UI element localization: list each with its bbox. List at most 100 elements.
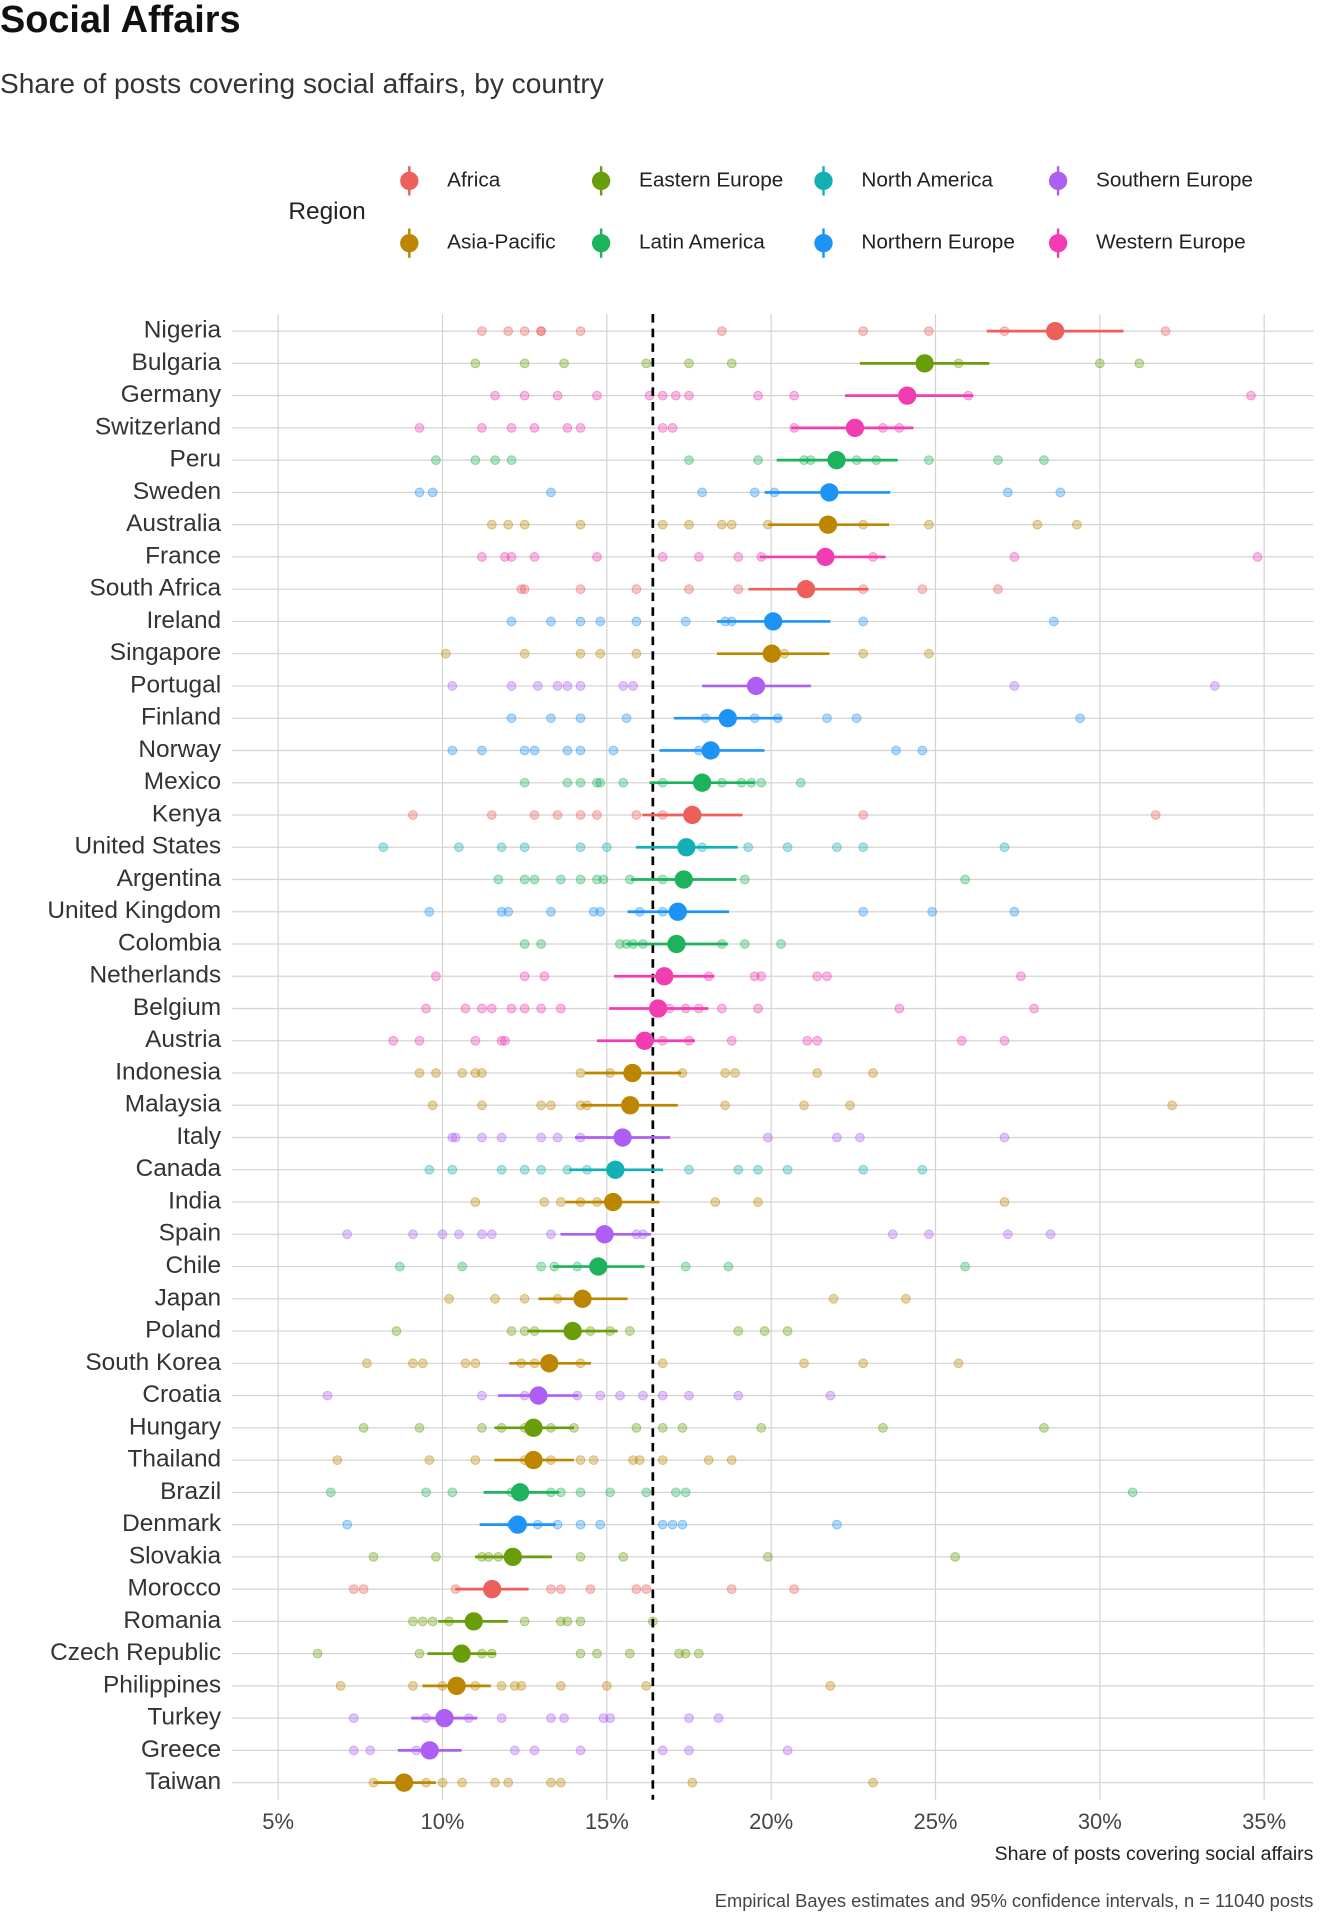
- outlet-point: [539, 971, 550, 982]
- y-tick-label: South Korea: [85, 1349, 221, 1376]
- outlet-point: [460, 1358, 471, 1369]
- outlet-point: [559, 1713, 569, 1724]
- outlet-point: [592, 810, 602, 820]
- x-axis-title: Share of posts covering social affairs: [995, 1843, 1314, 1865]
- outlet-point: [546, 1584, 556, 1595]
- outlet-point: [424, 1164, 435, 1175]
- outlet-point: [1252, 552, 1263, 562]
- outlet-point: [684, 390, 694, 401]
- outlet-point: [684, 519, 694, 530]
- outlet-point: [615, 939, 625, 949]
- y-tick-label: Colombia: [118, 929, 222, 956]
- outlet-point: [891, 745, 901, 756]
- outlet-point: [477, 423, 487, 433]
- outlet-point: [457, 1777, 468, 1788]
- outlet-point: [477, 1422, 487, 1433]
- caption: Empirical Bayes estimates and 95% confid…: [715, 1890, 1314, 1911]
- y-tick-label: United States: [75, 833, 222, 860]
- outlet-point: [776, 939, 786, 949]
- outlet-point: [868, 1068, 878, 1078]
- outlet-point: [437, 1229, 448, 1240]
- outlet-point: [546, 487, 556, 498]
- y-tick-label: Romania: [123, 1607, 221, 1634]
- outlet-point: [519, 1616, 530, 1627]
- outlet-point: [1209, 681, 1220, 691]
- outlet-point: [858, 906, 869, 917]
- estimate-point: [827, 450, 846, 470]
- estimate-point: [620, 1096, 640, 1115]
- estimate-point: [595, 1225, 614, 1244]
- outlet-point: [595, 1519, 606, 1530]
- outlet-point: [447, 1487, 458, 1498]
- y-tick-label: Sweden: [133, 478, 221, 505]
- outlet-point: [509, 1680, 520, 1691]
- outlet-point: [486, 519, 497, 530]
- outlet-point: [437, 1777, 448, 1788]
- outlet-point: [739, 939, 750, 949]
- outlet-point: [605, 1487, 615, 1498]
- outlet-point: [901, 1293, 911, 1304]
- outlet-point: [575, 519, 586, 530]
- outlet-point: [693, 1648, 704, 1659]
- outlet-point: [536, 939, 546, 949]
- outlet-point: [733, 1390, 744, 1401]
- outlet-point: [536, 1100, 546, 1111]
- outlet-point: [575, 810, 586, 820]
- outlet-point: [450, 1132, 461, 1143]
- outlet-point: [1127, 1487, 1138, 1498]
- outlet-point: [519, 939, 530, 949]
- outlet-point: [431, 1551, 441, 1562]
- outlet-point: [529, 745, 540, 756]
- outlet-point: [720, 1068, 731, 1078]
- outlet-point: [421, 1487, 431, 1498]
- outlet-point: [414, 487, 425, 498]
- outlet-point: [322, 1390, 333, 1401]
- y-tick-label: Thailand: [127, 1446, 221, 1473]
- x-tick-label: 15%: [585, 1809, 629, 1834]
- estimate-point: [603, 1192, 623, 1212]
- outlet-point: [529, 874, 540, 885]
- outlet-point: [677, 1519, 688, 1530]
- y-tick-label: Portugal: [130, 671, 221, 698]
- outlet-point: [506, 552, 517, 562]
- outlet-point: [756, 1422, 767, 1433]
- outlet-point: [789, 390, 800, 401]
- outlet-point: [670, 1487, 681, 1498]
- estimate-point: [845, 418, 865, 438]
- outlet-point: [496, 1035, 507, 1046]
- y-tick-label: Spain: [159, 1220, 221, 1247]
- outlet-point: [368, 1551, 379, 1562]
- outlet-point: [924, 648, 934, 659]
- y-tick-label: Brazil: [160, 1478, 221, 1505]
- outlet-point: [782, 1326, 793, 1336]
- outlet-point: [362, 1358, 372, 1369]
- outlet-point: [960, 1261, 970, 1272]
- outlet-point: [832, 1132, 842, 1143]
- y-tick-label: India: [168, 1187, 221, 1214]
- outlet-point: [762, 1551, 773, 1562]
- legend-label: Africa: [447, 168, 501, 191]
- outlet-point: [477, 1390, 487, 1401]
- outlet-point: [424, 1455, 435, 1465]
- outlet-point: [684, 455, 694, 466]
- estimate-point: [674, 870, 693, 889]
- outlet-point: [470, 1035, 481, 1046]
- estimate-point: [529, 1386, 548, 1405]
- outlet-point: [730, 1068, 740, 1078]
- outlet-point: [506, 1003, 517, 1014]
- outlet-point: [1029, 1003, 1039, 1014]
- outlet-point: [1009, 552, 1020, 562]
- y-tick-label: Chile: [165, 1252, 221, 1279]
- outlet-point: [641, 1584, 652, 1595]
- legend-label: North America: [861, 168, 993, 191]
- outlet-point: [562, 681, 573, 691]
- legend-label: Eastern Europe: [639, 168, 783, 191]
- outlet-point: [595, 648, 606, 659]
- outlet-point: [312, 1648, 323, 1659]
- outlet-point: [628, 1455, 639, 1465]
- outlet-point: [335, 1680, 346, 1691]
- outlet-point: [470, 358, 481, 369]
- outlet-point: [348, 1745, 359, 1756]
- outlet-point: [555, 874, 566, 885]
- outlet-point: [832, 1519, 842, 1530]
